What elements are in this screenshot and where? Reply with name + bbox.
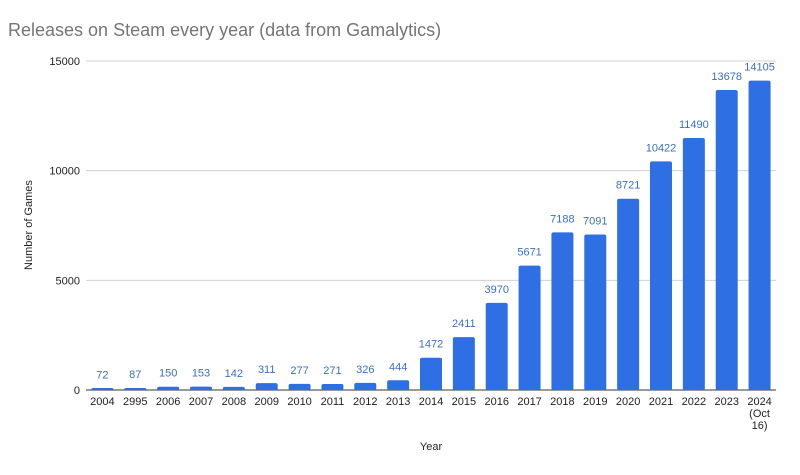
x-tick-label: 2004 — [90, 396, 114, 408]
data-label: 2411 — [452, 318, 476, 330]
x-tick-label: 2020 — [616, 396, 640, 408]
bar — [617, 198, 640, 390]
bar — [321, 384, 344, 390]
data-label: 150 — [159, 368, 177, 380]
x-tick-label: 2008 — [222, 396, 246, 408]
data-label: 271 — [323, 365, 341, 377]
x-tick-label: 2017 — [517, 396, 541, 408]
x-tick-label: 2012 — [353, 396, 377, 408]
x-tick-label: 2006 — [156, 396, 180, 408]
data-label: 153 — [192, 368, 210, 380]
data-label: 7091 — [583, 215, 607, 227]
bar — [91, 388, 114, 390]
data-label: 10422 — [646, 142, 677, 154]
x-axis-title: Year — [420, 441, 443, 453]
data-label: 14105 — [744, 62, 775, 74]
x-tick-label: 2016 — [484, 396, 508, 408]
data-label: 3970 — [484, 284, 508, 296]
x-tick-label: 2023 — [714, 396, 738, 408]
bar — [748, 80, 771, 390]
bar — [682, 137, 705, 390]
chart-title: Releases on Steam every year (data from … — [8, 20, 442, 40]
data-label: 87 — [129, 369, 141, 381]
y-tick-label: 5000 — [56, 275, 80, 287]
x-tick-label: 2019 — [583, 396, 607, 408]
bar — [190, 386, 212, 390]
x-tick-label: 2013 — [386, 396, 410, 408]
data-label: 72 — [96, 369, 108, 381]
y-tick-label: 10000 — [49, 166, 80, 178]
x-tick-label: 2995 — [123, 396, 147, 408]
bar — [551, 232, 574, 390]
x-tick-label: 2024 (Oct 16) — [747, 396, 771, 432]
bar — [255, 383, 278, 390]
bar — [288, 383, 311, 390]
bar — [157, 386, 180, 390]
data-label: 5671 — [517, 247, 541, 259]
x-tick-label: 2014 — [419, 396, 443, 408]
bar — [354, 382, 377, 390]
bar — [452, 337, 475, 390]
data-label: 142 — [225, 368, 243, 380]
data-label: 444 — [389, 361, 407, 373]
bar — [387, 380, 410, 390]
y-axis-title: Number of Games — [23, 180, 35, 270]
data-label: 1472 — [419, 339, 443, 351]
x-tick-label: 2010 — [287, 396, 311, 408]
data-label: 7188 — [550, 213, 574, 225]
bar — [124, 388, 147, 390]
data-label: 326 — [356, 364, 374, 376]
bar — [420, 357, 442, 390]
bar — [485, 302, 508, 390]
bar — [650, 161, 672, 390]
x-tick-label: 2007 — [189, 396, 213, 408]
data-label: 311 — [258, 364, 276, 376]
bar — [715, 89, 738, 391]
data-label: 11490 — [679, 119, 709, 131]
bar — [584, 234, 607, 390]
y-tick-label: 15000 — [49, 56, 80, 68]
x-tick-label: 2022 — [682, 396, 706, 408]
x-tick-label: 2015 — [452, 396, 476, 408]
y-tick-label: 0 — [74, 385, 80, 397]
data-label: 277 — [290, 365, 308, 377]
x-tick-label: 2021 — [649, 396, 673, 408]
x-tick-label: 2009 — [254, 396, 278, 408]
x-tick-label: 2011 — [321, 396, 345, 408]
data-label: 8721 — [616, 180, 640, 192]
bar — [518, 265, 541, 390]
x-tick-label: 2018 — [550, 396, 574, 408]
bar — [222, 386, 245, 390]
data-label: 13678 — [711, 71, 742, 83]
